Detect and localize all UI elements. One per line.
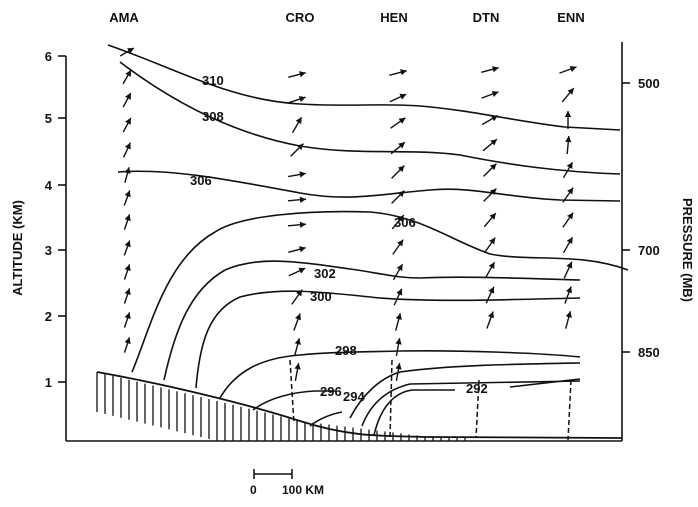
- wind-arrow: [564, 237, 573, 253]
- wind-arrow: [288, 96, 305, 103]
- wind-arrow: [123, 93, 131, 107]
- wind-arrow: [389, 69, 406, 75]
- scale-bar: [254, 469, 292, 479]
- wind-arrow: [484, 213, 496, 227]
- station-label-hen: HEN: [380, 10, 407, 25]
- wind-arrow: [295, 338, 301, 355]
- pressure-tick-500: 500: [638, 76, 660, 91]
- wind-arrow: [288, 71, 305, 77]
- wind-vectors: [120, 48, 576, 381]
- contour-label-306-upper: 306: [190, 173, 212, 188]
- wind-arrow: [484, 164, 497, 177]
- altitude-tick-4: 4: [45, 178, 53, 193]
- wind-arrow: [394, 289, 402, 305]
- enn-sounding-line: [568, 380, 571, 440]
- wind-arrow: [125, 312, 131, 327]
- scale-bar-start-label: 0: [250, 483, 257, 497]
- wind-arrow: [120, 48, 134, 56]
- altitude-tick-1: 1: [45, 375, 52, 390]
- contour-310: [108, 45, 620, 130]
- pressure-tick-700: 700: [638, 243, 660, 258]
- wind-arrow: [125, 337, 131, 352]
- station-label-dtn: DTN: [473, 10, 500, 25]
- wind-arrow: [294, 363, 300, 381]
- altitude-tick-6: 6: [45, 49, 52, 64]
- contour-label-302: 302: [314, 266, 336, 281]
- wind-arrow: [481, 66, 498, 72]
- left-axis-ticks: [58, 56, 66, 382]
- isentrope-contours: [108, 45, 628, 435]
- wind-arrow: [289, 268, 305, 276]
- wind-arrow: [124, 191, 130, 206]
- contour-label-308: 308: [202, 109, 224, 124]
- contour-label-298: 298: [335, 343, 357, 358]
- wind-arrow: [124, 143, 131, 158]
- wind-arrow: [565, 287, 572, 304]
- cro-sounding-line: [290, 360, 294, 424]
- wind-arrow: [482, 116, 498, 125]
- contour-298: [220, 351, 580, 398]
- wind-arrow: [566, 311, 572, 328]
- wind-arrow: [390, 94, 406, 102]
- right-axis-ticks: [622, 83, 630, 352]
- contour-306-lower: [132, 212, 628, 372]
- wind-arrow: [124, 167, 130, 182]
- wind-arrow: [484, 189, 497, 202]
- contour-label-310: 310: [202, 73, 224, 88]
- contour-label-292: 292: [466, 381, 488, 396]
- wind-arrow: [482, 91, 499, 98]
- altitude-axis-title: ALTITUDE (KM): [10, 200, 25, 296]
- pressure-tick-850: 850: [638, 345, 660, 360]
- wind-arrow: [565, 136, 571, 154]
- pressure-axis-title: PRESSURE (MB): [680, 198, 695, 302]
- wind-arrow: [125, 214, 131, 229]
- wind-arrow: [485, 238, 495, 253]
- wind-arrow: [294, 314, 301, 331]
- wind-arrow: [562, 88, 574, 102]
- wind-arrow: [396, 313, 402, 330]
- wind-arrow: [391, 118, 406, 128]
- wind-arrow: [487, 312, 494, 329]
- altitude-tick-5: 5: [45, 111, 52, 126]
- station-label-ama: AMA: [109, 10, 139, 25]
- altitude-tick-2: 2: [45, 309, 52, 324]
- wind-arrow: [125, 288, 131, 303]
- wind-arrow: [124, 241, 130, 256]
- wind-arrow: [395, 338, 401, 356]
- wind-arrow: [125, 264, 131, 279]
- contour-label-296: 296: [320, 384, 342, 399]
- station-label-enn: ENN: [557, 10, 584, 25]
- wind-arrow: [483, 139, 497, 151]
- contour-label-300: 300: [310, 289, 332, 304]
- station-label-cro: CRO: [286, 10, 315, 25]
- wind-arrow: [560, 66, 577, 73]
- wind-arrow: [288, 222, 306, 228]
- scale-bar-end-label: 100 KM: [282, 483, 324, 497]
- altitude-tick-3: 3: [45, 243, 52, 258]
- wind-arrow: [123, 118, 131, 132]
- station-sounding-lines: [290, 360, 571, 440]
- wind-arrow: [563, 213, 573, 228]
- contour-302: [164, 261, 580, 380]
- wind-arrow: [123, 70, 131, 84]
- wind-arrow: [393, 240, 403, 255]
- wind-arrow: [288, 197, 306, 203]
- wind-arrow: [564, 262, 572, 278]
- contour-300: [196, 291, 580, 388]
- wind-arrow: [288, 171, 306, 177]
- wind-arrow: [392, 166, 405, 179]
- wind-arrow: [486, 262, 495, 278]
- wind-arrow: [288, 246, 305, 252]
- wind-arrow: [293, 117, 302, 133]
- contour-label-294: 294: [343, 389, 365, 404]
